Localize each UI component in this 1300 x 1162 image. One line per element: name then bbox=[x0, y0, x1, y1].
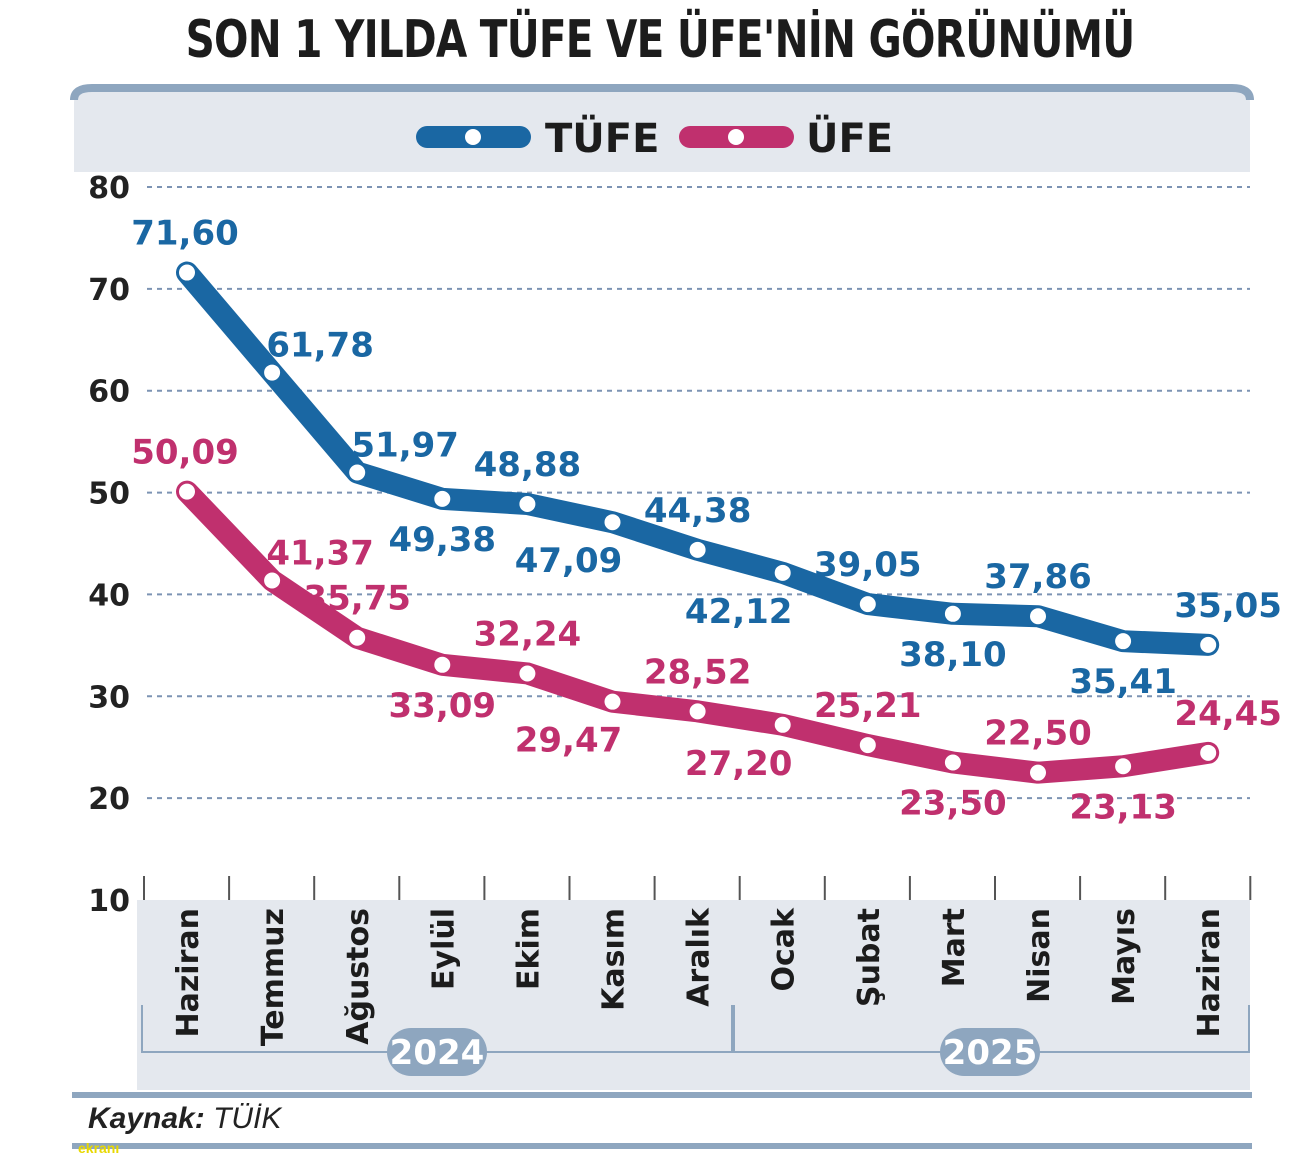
data-point bbox=[1113, 631, 1134, 652]
x-tick-label: Haziran bbox=[171, 908, 206, 1038]
y-tick-label: 20 bbox=[88, 782, 130, 817]
data-label: 37,86 bbox=[984, 557, 1092, 597]
data-label: 23,13 bbox=[1069, 787, 1177, 827]
y-tick-label: 40 bbox=[88, 578, 130, 613]
y-tick-label: 60 bbox=[88, 375, 130, 410]
year-badge-2025 bbox=[940, 1028, 1040, 1076]
data-label: 28,52 bbox=[644, 652, 752, 692]
data-point bbox=[177, 262, 197, 283]
xaxis-panel bbox=[137, 900, 1250, 1090]
grid bbox=[147, 186, 1250, 800]
y-tick-label: 10 bbox=[88, 884, 130, 919]
y-tick-label: 30 bbox=[88, 680, 130, 715]
source-label: Kaynak: bbox=[88, 1102, 205, 1135]
data-point bbox=[177, 481, 197, 502]
data-point bbox=[772, 562, 793, 583]
data-point bbox=[1113, 756, 1134, 777]
x-tick-label: Nisan bbox=[1022, 908, 1057, 1003]
data-label: 48,88 bbox=[474, 445, 582, 485]
legend-panel bbox=[74, 88, 1250, 172]
x-axis: Haziran Temmuz Ağustos Eylül Ekim Kasım Aralık… bbox=[141, 876, 1252, 1076]
data-label: 61,78 bbox=[266, 326, 374, 366]
data-point bbox=[432, 654, 453, 675]
legend-label-1: TÜFE bbox=[545, 114, 659, 162]
legend: TÜFE ÜFE bbox=[416, 114, 893, 162]
y-axis: 80 70 60 50 40 30 20 10 bbox=[88, 171, 130, 919]
watermark: ekranı bbox=[78, 1140, 120, 1156]
data-point bbox=[602, 512, 623, 533]
data-label: 32,24 bbox=[474, 614, 582, 654]
data-label: 22,50 bbox=[984, 714, 1092, 754]
y-tick-label: 80 bbox=[88, 171, 130, 206]
source-note: Kaynak: TÜİK bbox=[88, 1102, 281, 1136]
data-label: 35,75 bbox=[303, 579, 411, 619]
data-point bbox=[1198, 634, 1219, 655]
data-point bbox=[262, 570, 283, 591]
chart-title: SON 1 YILDA TÜFE VE ÜFE'NİN GÖRÜNÜMÜ bbox=[185, 10, 1136, 70]
data-point bbox=[1028, 606, 1048, 627]
data-point bbox=[262, 362, 283, 383]
data-label: 33,09 bbox=[389, 686, 497, 726]
data-label: 29,47 bbox=[515, 721, 623, 761]
data-point bbox=[347, 462, 368, 483]
legend-label-2: ÜFE bbox=[806, 114, 893, 162]
data-label: 49,38 bbox=[389, 520, 497, 560]
data-label: 25,21 bbox=[814, 686, 922, 726]
data-point bbox=[432, 488, 453, 509]
data-point bbox=[857, 594, 878, 615]
data-point bbox=[517, 663, 538, 684]
chart-frame bbox=[70, 84, 1254, 1149]
year-badge-2024 bbox=[387, 1028, 487, 1076]
year-label: 2024 bbox=[390, 1033, 485, 1073]
series bbox=[176, 261, 1220, 784]
x-tick-label: Şubat bbox=[852, 908, 887, 1007]
data-label: 51,97 bbox=[351, 426, 459, 466]
x-tick-label: Ağustos bbox=[341, 908, 376, 1045]
legend-marker-1 bbox=[465, 129, 481, 145]
x-tick-label: Ekim bbox=[511, 908, 546, 990]
source-value: TÜİK bbox=[213, 1102, 282, 1135]
data-label: 27,20 bbox=[685, 744, 793, 784]
data-label: 47,09 bbox=[515, 541, 623, 581]
data-label: 38,10 bbox=[899, 635, 1007, 675]
data-label: 71,60 bbox=[131, 214, 239, 254]
data-point bbox=[1028, 762, 1048, 783]
data-label: 35,05 bbox=[1174, 586, 1282, 626]
x-tick-label: Mayıs bbox=[1107, 908, 1142, 1005]
legend-marker-2 bbox=[728, 129, 744, 145]
x-tick-label: Ocak bbox=[767, 907, 802, 992]
data-label: 42,12 bbox=[685, 592, 793, 632]
x-tick-label: Mart bbox=[937, 908, 972, 987]
data-point bbox=[857, 735, 878, 756]
data-point bbox=[942, 752, 963, 773]
y-tick-label: 70 bbox=[88, 273, 130, 308]
data-point bbox=[942, 603, 963, 624]
x-tick-label: Temmuz bbox=[256, 908, 291, 1046]
data-point bbox=[347, 627, 368, 648]
data-point bbox=[517, 493, 538, 514]
data-point bbox=[772, 714, 793, 735]
data-point bbox=[602, 691, 623, 712]
x-tick-label: Haziran bbox=[1192, 908, 1227, 1038]
data-point bbox=[687, 701, 708, 722]
x-tick-label: Aralık bbox=[682, 907, 717, 1007]
year-label: 2025 bbox=[943, 1033, 1038, 1073]
data-label: 39,05 bbox=[814, 545, 922, 585]
data-label: 23,50 bbox=[899, 783, 1007, 823]
data-label: 35,41 bbox=[1069, 662, 1177, 702]
x-tick-label: Kasım bbox=[597, 908, 632, 1011]
x-tick-label: Eylül bbox=[426, 908, 461, 990]
data-label: 50,09 bbox=[131, 433, 239, 473]
y-tick-label: 50 bbox=[88, 477, 130, 512]
data-labels: 71,60 61,78 51,97 49,38 48,88 47,09 44,38 42,12… bbox=[131, 214, 1282, 828]
data-point bbox=[687, 539, 708, 560]
data-label: 41,37 bbox=[266, 533, 374, 573]
data-label: 24,45 bbox=[1174, 694, 1282, 734]
data-label: 44,38 bbox=[644, 491, 752, 531]
data-point bbox=[1198, 742, 1219, 763]
top-frame bbox=[70, 84, 1254, 101]
